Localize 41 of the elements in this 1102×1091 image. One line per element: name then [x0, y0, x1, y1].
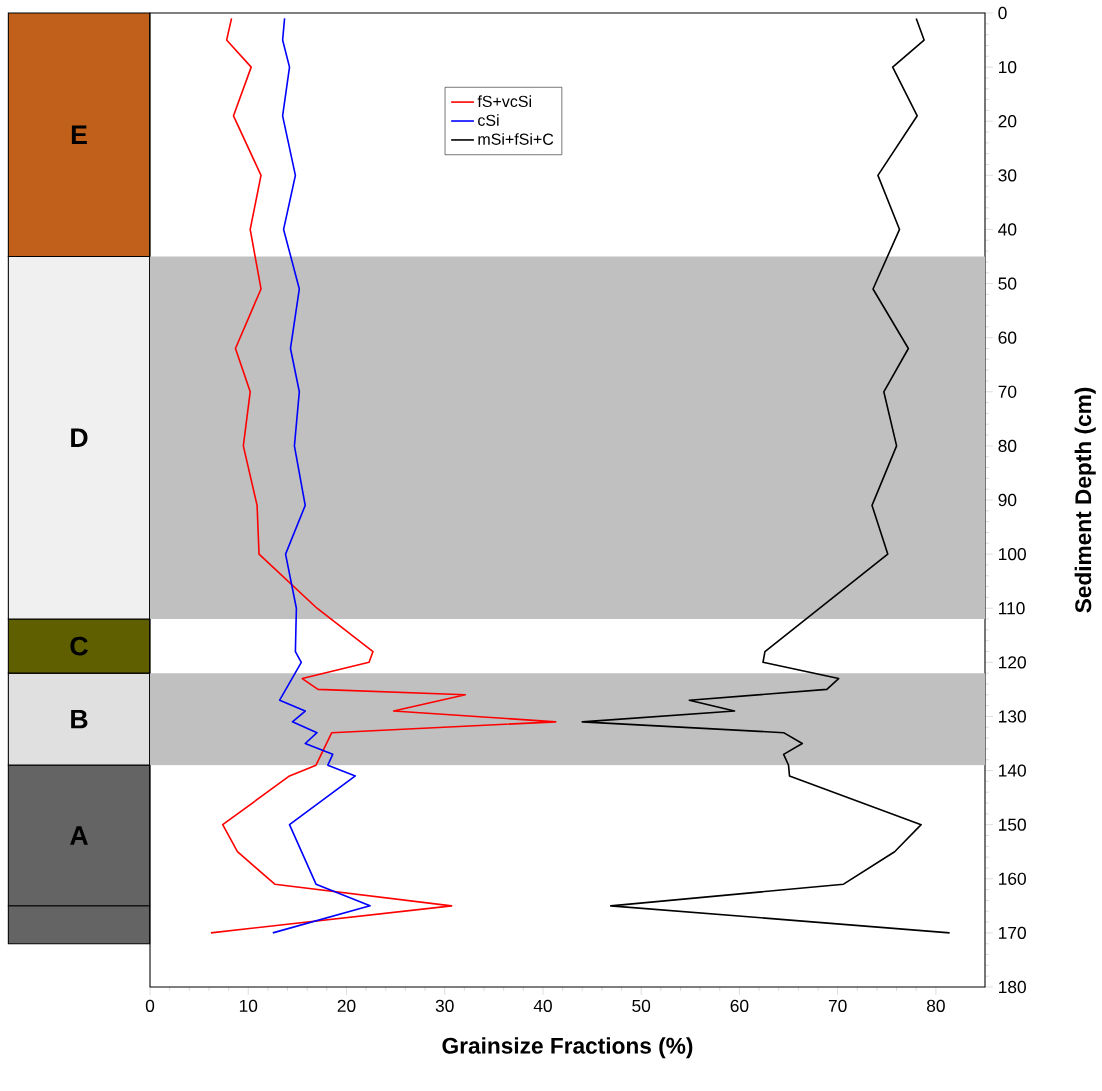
x-tick-label: 50	[632, 999, 651, 1012]
x-tick-label: 70	[828, 999, 847, 1012]
y-axis-title: Sediment Depth (cm)	[1074, 387, 1096, 613]
y-tick-label: 120	[999, 656, 1026, 669]
legend-label: fS+vcSi	[477, 95, 531, 108]
y-tick-label: 20	[998, 115, 1017, 128]
y-tick-label: 40	[998, 223, 1017, 236]
y-tick-label: 130	[999, 710, 1026, 723]
y-tick-label: 0	[998, 6, 1007, 20]
x-tick-label: 30	[435, 999, 454, 1012]
x-tick-label: 60	[730, 999, 749, 1012]
y-tick-label: 90	[998, 493, 1017, 507]
x-tick-label: 20	[337, 999, 356, 1012]
series-label: E	[71, 125, 87, 144]
legend-label: mSi+fSi+C	[478, 133, 554, 145]
y-tick-label: 160	[999, 872, 1026, 885]
x-tick-label: 80	[926, 999, 945, 1012]
y-tick-label: 140	[999, 764, 1026, 777]
y-tick-label: 10	[999, 60, 1017, 74]
y-tick-label: 50	[998, 277, 1017, 290]
y-tick-label: 110	[999, 602, 1025, 615]
line-series	[272, 17, 371, 934]
series-label: B	[71, 709, 88, 729]
y-tick-label: 100	[999, 547, 1026, 561]
x-axis-title: Grainsize Fractions (%)	[442, 1037, 693, 1059]
series-label: D	[71, 428, 88, 447]
line-series	[581, 17, 951, 934]
y-tick-label: 180	[999, 980, 1026, 994]
y-tick-label: 30	[998, 169, 1017, 182]
legend-label: cSi	[478, 114, 499, 126]
y-tick-label: 60	[998, 331, 1017, 344]
x-tick-label: 0	[145, 999, 155, 1012]
series-label: C	[70, 636, 88, 656]
y-tick-label: 80	[998, 439, 1017, 453]
y-tick-label: 70	[998, 385, 1017, 398]
x-tick-label: 40	[533, 999, 552, 1012]
series-label: A	[70, 826, 88, 845]
y-tick-label: 170	[999, 926, 1026, 940]
y-tick-label: 150	[999, 818, 1026, 831]
x-tick-label: 10	[239, 999, 258, 1012]
line-series	[210, 17, 557, 934]
